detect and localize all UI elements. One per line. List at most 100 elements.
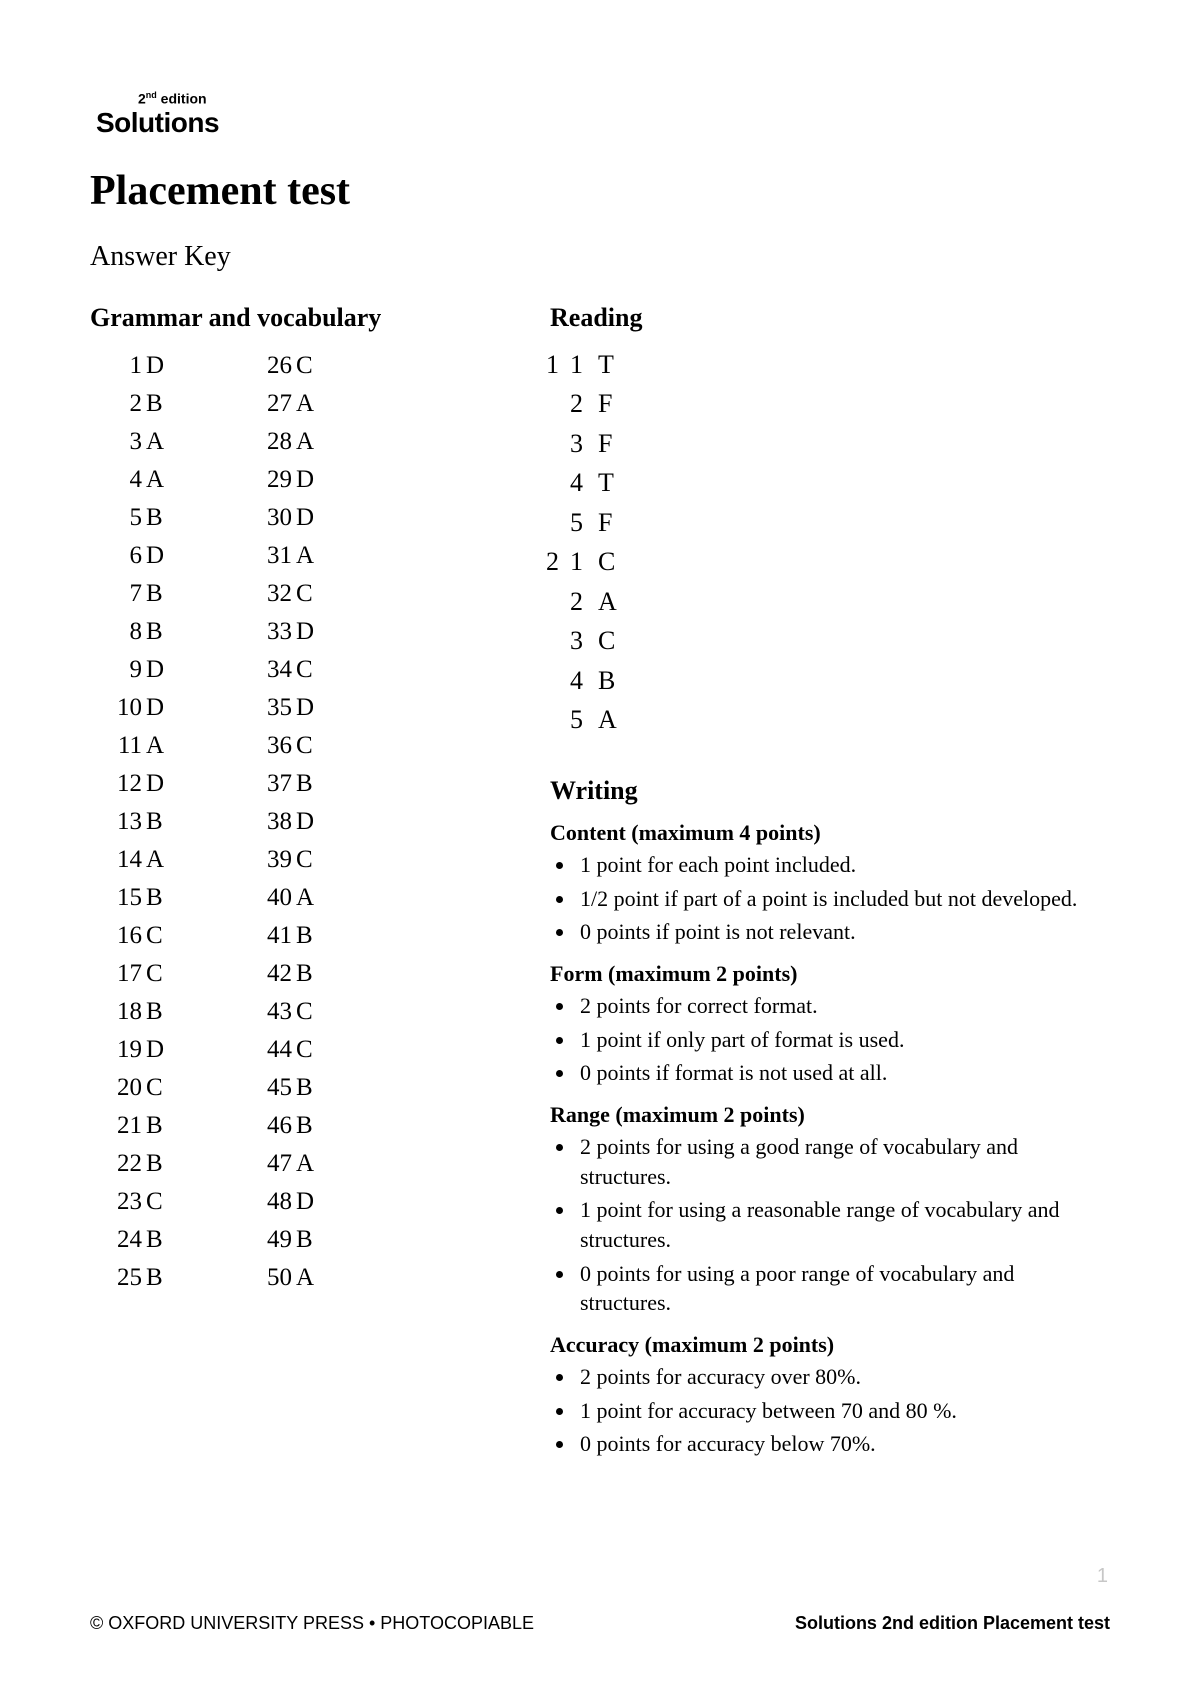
answer-letter: B — [142, 499, 172, 537]
footer-left: © OXFORD UNIVERSITY PRESS • PHOTOCOPIABL… — [90, 1613, 534, 1634]
answer-row: 46B — [252, 1107, 322, 1145]
criterion-point: 2 points for accuracy over 80%. — [576, 1362, 1110, 1392]
page-title: Placement test — [90, 167, 1110, 215]
answer-letter: C — [142, 917, 172, 955]
question-number: 24 — [108, 1221, 142, 1259]
question-number: 9 — [108, 651, 142, 689]
question-number: 22 — [108, 1145, 142, 1183]
answer-letter: C — [292, 651, 322, 689]
question-number: 29 — [252, 461, 292, 499]
criterion-point: 0 points for accuracy below 70%. — [576, 1429, 1110, 1459]
answer-letter: D — [292, 499, 322, 537]
answer-row: 6D — [108, 537, 172, 575]
answer-row: 31A — [252, 537, 322, 575]
question-number: 13 — [108, 803, 142, 841]
answer-letter: C — [142, 1069, 172, 1107]
footer-center: Solutions 2nd edition Placement test — [795, 1613, 1110, 1634]
writing-criterion: Form (maximum 2 points)2 points for corr… — [550, 961, 1110, 1088]
reading-item-number: 4 — [570, 661, 594, 701]
question-number: 12 — [108, 765, 142, 803]
answer-row: 39C — [252, 841, 322, 879]
answer-row: 4A — [108, 461, 172, 499]
answer-letter: C — [292, 727, 322, 765]
answer-row: 16C — [108, 917, 172, 955]
reading-item-answer: C — [594, 542, 615, 582]
reading-item-number: 1 — [570, 345, 594, 385]
answer-letter: C — [142, 1183, 172, 1221]
question-number: 39 — [252, 841, 292, 879]
reading-item-answer: A — [594, 700, 617, 740]
answer-letter: A — [142, 423, 172, 461]
answer-row: 36C — [252, 727, 322, 765]
criterion-point: 1 point for accuracy between 70 and 80 %… — [576, 1396, 1110, 1426]
question-number: 10 — [108, 689, 142, 727]
answer-letter: B — [142, 879, 172, 917]
answer-letter: B — [142, 385, 172, 423]
answer-letter: A — [292, 537, 322, 575]
criterion-points: 2 points for using a good range of vocab… — [550, 1132, 1110, 1318]
criterion-title: Range (maximum 2 points) — [550, 1102, 1110, 1128]
question-number: 5 — [108, 499, 142, 537]
answer-row: 32C — [252, 575, 322, 613]
answer-row: 45B — [252, 1069, 322, 1107]
answer-row: 19D — [108, 1031, 172, 1069]
answer-letter: D — [142, 1031, 172, 1069]
answer-letter: C — [292, 347, 322, 385]
reading-item: 2A — [570, 582, 617, 622]
answer-row: 9D — [108, 651, 172, 689]
answer-row: 20C — [108, 1069, 172, 1107]
reading-item: 4T — [570, 463, 614, 503]
reading-item: 1C — [570, 542, 617, 582]
answer-row: 41B — [252, 917, 322, 955]
criterion-point: 2 points for correct format. — [576, 991, 1110, 1021]
answer-row: 27A — [252, 385, 322, 423]
answer-letter: C — [292, 841, 322, 879]
answer-letter: B — [142, 1259, 172, 1297]
question-number: 15 — [108, 879, 142, 917]
question-number: 50 — [252, 1259, 292, 1297]
criterion-point: 1 point if only part of format is used. — [576, 1025, 1110, 1055]
answer-row: 47A — [252, 1145, 322, 1183]
question-number: 25 — [108, 1259, 142, 1297]
reading-item: 3C — [570, 621, 617, 661]
answer-letter: B — [142, 613, 172, 651]
question-number: 21 — [108, 1107, 142, 1145]
criterion-points: 1 point for each point included.1/2 poin… — [550, 850, 1110, 947]
criterion-point: 0 points if point is not relevant. — [576, 917, 1110, 947]
question-number: 26 — [252, 347, 292, 385]
reading-item-answer: C — [594, 621, 615, 661]
answer-letter: B — [142, 993, 172, 1031]
writing-heading: Writing — [550, 776, 1110, 806]
answer-letter: B — [292, 1069, 322, 1107]
answer-row: 26C — [252, 347, 322, 385]
answer-row: 44C — [252, 1031, 322, 1069]
reading-item-number: 3 — [570, 424, 594, 464]
writing-criteria: Content (maximum 4 points)1 point for ea… — [550, 820, 1110, 1459]
question-number: 17 — [108, 955, 142, 993]
answer-letter: A — [142, 461, 172, 499]
reading-item: 3F — [570, 424, 614, 464]
reading-item-number: 2 — [570, 582, 594, 622]
reading-item-answer: F — [594, 424, 612, 464]
reading-list: 11T2F3F4T5F21C2A3C4B5A — [546, 345, 1110, 740]
answer-row: 38D — [252, 803, 322, 841]
reading-item-answer: B — [594, 661, 615, 701]
answer-row: 50A — [252, 1259, 322, 1297]
answer-row: 17C — [108, 955, 172, 993]
page-number: 1 — [1097, 1565, 1108, 1588]
question-number: 31 — [252, 537, 292, 575]
brand-logo: 2nd edition Solutions — [96, 90, 1110, 139]
writing-criterion: Accuracy (maximum 2 points)2 points for … — [550, 1332, 1110, 1459]
answer-letter: D — [292, 613, 322, 651]
answer-row: 3A — [108, 423, 172, 461]
reading-group-number: 2 — [546, 542, 570, 740]
question-number: 11 — [108, 727, 142, 765]
answer-row: 24B — [108, 1221, 172, 1259]
answer-letter: C — [292, 1031, 322, 1069]
answer-letter: D — [142, 765, 172, 803]
answer-row: 42B — [252, 955, 322, 993]
answer-letter: B — [142, 803, 172, 841]
answer-letter: D — [142, 689, 172, 727]
answer-letter: A — [292, 1145, 322, 1183]
answer-letter: A — [292, 1259, 322, 1297]
